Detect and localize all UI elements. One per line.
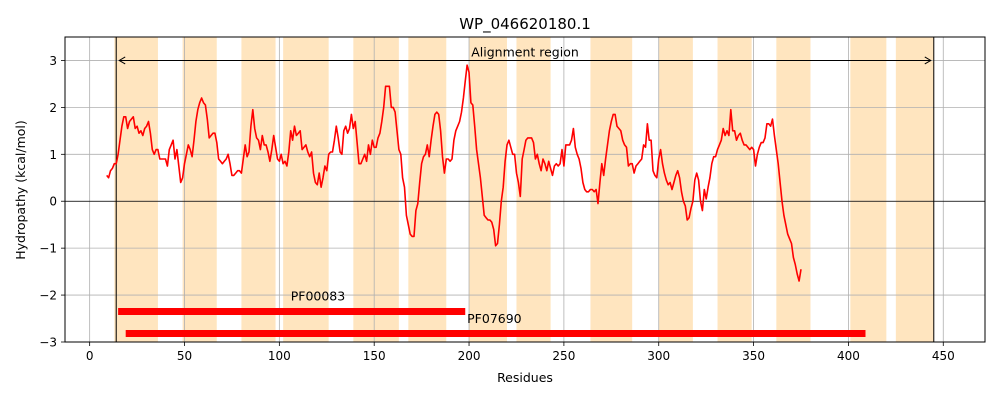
x-tick-label-0: 0 [86,349,94,363]
x-tick-label-200: 200 [458,349,481,363]
domain-label-2: PF07690 [467,311,522,326]
tm-region-band-8 [516,37,551,342]
tm-region-band-9 [590,37,633,342]
tm-region-band-10 [658,37,693,342]
alignment-arrow-right-head [924,56,932,65]
annotations: PF00083 PF07690 Alignment region [118,44,932,338]
tm-region-band-2 [182,37,217,342]
x-tick-label-300: 300 [647,349,670,363]
y-axis-ticks: −3 −2 −1 0 1 2 3 [39,54,65,350]
domain-label-1: PF00083 [291,289,346,304]
y-tick-label-0: 0 [49,195,57,209]
x-tick-label-450: 450 [932,349,955,363]
plot-frame [64,36,986,343]
tm-region-band-1 [114,37,158,342]
y-tick-label--1: −1 [39,242,57,256]
x-tick-label-250: 250 [552,349,575,363]
x-tick-label-100: 100 [268,349,291,363]
x-tick-label-400: 400 [837,349,860,363]
hydropathy-series-line [106,64,802,282]
y-tick-label-2: 2 [49,101,57,115]
x-axis-ticks: 0 50 100 150 200 250 300 350 400 450 [86,342,955,363]
x-tick-label-50: 50 [177,349,192,363]
tm-region-bands [114,37,934,342]
tm-region-band-5 [353,37,399,342]
alignment-arrow-left-head [118,56,126,65]
x-tick-label-350: 350 [742,349,765,363]
x-axis-label: Residues [497,370,553,385]
tm-region-band-14 [895,37,934,342]
tm-region-band-7 [469,37,507,342]
tm-region-band-12 [776,37,811,342]
tm-region-band-6 [408,37,447,342]
y-tick-label--2: −2 [39,289,57,303]
alignment-label: Alignment region [471,44,579,59]
tm-region-band-3 [241,37,276,342]
tm-region-band-4 [283,37,329,342]
x-tick-label-150: 150 [363,349,386,363]
y-axis-label: Hydropathy (kcal/mol) [13,120,28,260]
chart-title: WP_046620180.1 [459,15,591,34]
y-tick-label-1: 1 [49,148,57,162]
y-tick-label-3: 3 [49,54,57,68]
y-tick-label--3: −3 [39,336,57,350]
tm-region-band-13 [850,37,887,342]
tm-region-band-11 [717,37,752,342]
data-lines [65,37,985,342]
